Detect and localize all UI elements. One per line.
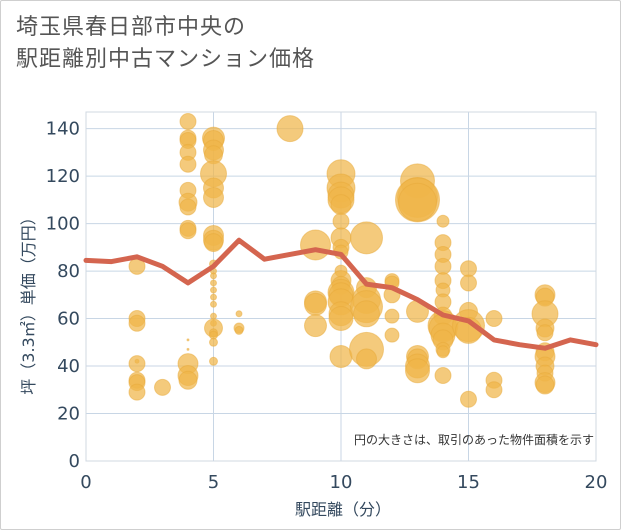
- bubble-point: [304, 314, 327, 338]
- bubble-point: [178, 370, 198, 390]
- bubble-point: [304, 292, 327, 316]
- bubble-point: [356, 348, 377, 370]
- bubble-point: [536, 324, 554, 342]
- bubble-point: [154, 378, 171, 396]
- y-tick-label: 120: [46, 166, 80, 187]
- bubble-point: [485, 381, 503, 399]
- x-tick-label: 0: [80, 472, 91, 493]
- plot-border: [85, 111, 597, 462]
- bubble-point: [460, 390, 477, 408]
- bubble-point: [210, 272, 217, 280]
- bubble-point: [210, 312, 217, 320]
- title-line-1: 埼玉県春日部市中央の: [16, 15, 247, 40]
- y-tick-label: 80: [57, 261, 80, 282]
- x-axis-label: 駅距離（分）: [295, 500, 391, 519]
- bubble-point: [209, 356, 218, 366]
- bubble-point: [210, 300, 217, 308]
- x-tick-label: 5: [208, 472, 219, 493]
- bubble-point: [209, 337, 218, 347]
- bubble-point: [384, 308, 400, 324]
- bubble-point: [434, 367, 452, 385]
- title-line-2: 駅距離別中古マンション価格: [16, 47, 316, 72]
- x-tick-label: 15: [457, 472, 480, 493]
- bubble-point: [485, 310, 503, 328]
- bubble-point: [128, 383, 146, 401]
- y-tick-label: 0: [69, 451, 80, 472]
- bubble-point: [436, 214, 450, 228]
- bubble-point: [329, 345, 353, 369]
- x-tick-label: 10: [330, 472, 353, 493]
- bubble-point: [460, 274, 477, 292]
- bubble-point: [186, 347, 190, 351]
- bubble-point: [179, 155, 197, 173]
- y-tick-label: 100: [46, 214, 80, 235]
- x-axis-ticks: 0 5 10 15 20: [80, 472, 607, 493]
- bubble-point: [234, 325, 244, 335]
- chart-title: 埼玉県春日部市中央の 駅距離別中古マンション価格: [16, 12, 315, 76]
- bubble-point: [405, 358, 430, 384]
- bubble-point: [210, 286, 217, 294]
- bubble-point: [128, 314, 146, 332]
- bubble-point: [384, 327, 400, 343]
- bubble-point: [204, 233, 223, 253]
- y-axis-ticks: 0 20 40 60 80 100 120 140: [46, 119, 80, 472]
- y-tick-label: 60: [57, 309, 80, 330]
- bubble-point: [179, 112, 197, 130]
- bubble-point: [436, 345, 450, 359]
- bubble-point: [350, 221, 383, 255]
- bubble-point: [203, 186, 224, 208]
- y-tick-label: 40: [57, 356, 80, 377]
- bubble-point: [210, 279, 217, 287]
- bubble-point: [332, 212, 350, 230]
- bubble-point: [179, 198, 197, 216]
- bubble-point: [300, 229, 331, 261]
- bubble-point: [179, 222, 197, 240]
- bubble-point: [398, 182, 437, 222]
- bubble-point: [128, 355, 146, 373]
- y-axis-label: 坪（3.3㎡）単価（万円）: [19, 209, 38, 394]
- bubble-point: [210, 293, 217, 301]
- bubble-point: [434, 257, 452, 275]
- y-tick-label: 20: [57, 404, 80, 425]
- bubble-point: [186, 338, 190, 342]
- y-tick-label: 140: [46, 119, 80, 140]
- bubble-point: [353, 300, 380, 328]
- average-price-line: [83, 237, 599, 351]
- bubble-series: [128, 112, 559, 408]
- bubble-point: [330, 194, 352, 216]
- bubble-point: [460, 260, 477, 278]
- x-tick-label: 20: [585, 472, 608, 493]
- bubble-point: [235, 310, 243, 318]
- bubble-size-note: 円の大きさは、取引のあった物件面積を示す: [354, 432, 594, 447]
- bubble-point: [328, 306, 354, 332]
- bubble-point: [535, 375, 555, 395]
- bubble-point: [276, 115, 304, 143]
